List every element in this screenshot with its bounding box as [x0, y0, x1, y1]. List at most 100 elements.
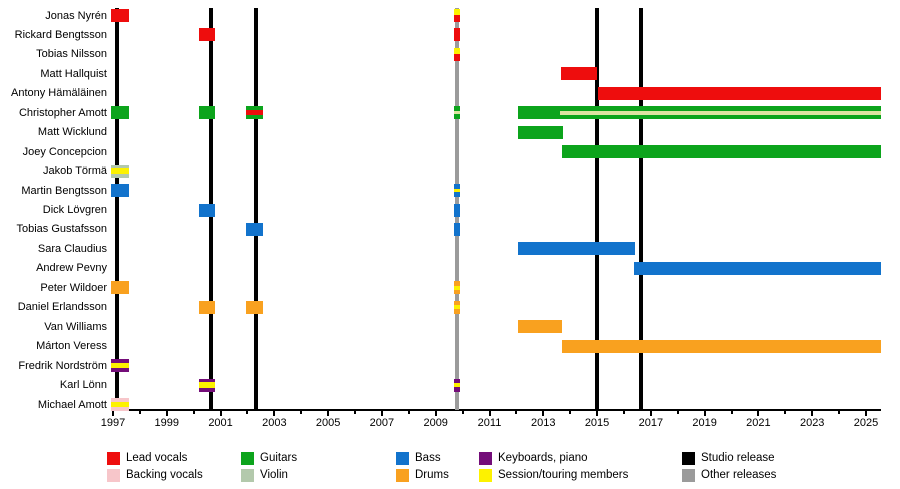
- axis-major-tick: [165, 411, 168, 416]
- tenure-bar: [111, 184, 129, 198]
- axis-major-tick: [865, 411, 867, 416]
- studio-release-line: [638, 8, 643, 410]
- role-segment: [561, 67, 598, 81]
- member-label: Tobias Gustafsson: [16, 223, 108, 236]
- role-segment: [454, 305, 460, 310]
- tenure-bar: [246, 222, 264, 236]
- axis-tick-label: 2011: [477, 417, 502, 429]
- member-label: Jakob Törmä: [43, 165, 107, 178]
- tenure-bar: [454, 9, 460, 22]
- role-segment: [246, 115, 264, 120]
- role-segment: [199, 203, 215, 217]
- role-segment: [246, 222, 264, 236]
- role-segment: [111, 406, 129, 411]
- axis-major-tick: [219, 411, 222, 416]
- role-segment: [199, 382, 215, 388]
- axis-major-tick: [488, 411, 491, 416]
- legend-label: Violin: [260, 469, 288, 481]
- role-segment: [454, 309, 460, 314]
- member-label: Michael Amott: [37, 398, 107, 411]
- role-segment: [111, 184, 129, 198]
- axis-minor-tick: [138, 411, 141, 414]
- role-segment: [111, 368, 129, 373]
- axis-tick-label: 2021: [746, 417, 771, 429]
- tenure-bar: [199, 106, 215, 120]
- legend-label: Guitars: [260, 452, 298, 464]
- tenure-bar: [199, 300, 215, 314]
- role-segment: [597, 86, 882, 100]
- legend-label: Drums: [415, 469, 449, 481]
- studio-legend-swatch: [682, 452, 695, 465]
- tenure-bar: [454, 106, 460, 120]
- tenure-bar: [111, 164, 129, 178]
- tenure-bar: [454, 281, 460, 295]
- tenure-bar: [199, 28, 215, 42]
- axis-minor-tick: [622, 411, 625, 414]
- lead-vocals-legend-swatch: [107, 452, 120, 465]
- role-segment: [111, 359, 129, 363]
- axis-minor-tick: [300, 411, 303, 414]
- studio-release-line: [254, 8, 259, 410]
- tenure-bar: [199, 378, 215, 392]
- role-segment: [518, 125, 563, 139]
- role-segment: [111, 398, 129, 403]
- axis-tick-label: 2017: [638, 417, 664, 429]
- axis-minor-tick: [515, 411, 518, 414]
- tenure-bar: [111, 9, 129, 22]
- role-segment: [454, 192, 460, 198]
- axis-major-tick: [703, 411, 706, 416]
- role-segment: [246, 106, 264, 111]
- studio-release-line: [595, 8, 600, 410]
- role-segment: [111, 281, 129, 295]
- role-segment: [246, 110, 264, 116]
- role-segment: [562, 145, 882, 159]
- tenure-bar: [454, 222, 460, 236]
- role-segment: [454, 387, 460, 392]
- tenure-bar: [246, 106, 264, 120]
- role-segment: [199, 28, 215, 42]
- tenure-bar: [518, 242, 635, 256]
- axis-tick-label: 2001: [208, 417, 233, 429]
- axis-major-tick: [542, 411, 545, 416]
- axis-tick-label: 2023: [799, 417, 825, 429]
- legend-label: Keyboards, piano: [498, 452, 588, 464]
- role-segment: [454, 382, 460, 388]
- role-segment: [111, 106, 129, 120]
- tenure-bar: [562, 145, 882, 159]
- member-label: Martin Bengtsson: [21, 184, 107, 197]
- role-segment: [454, 188, 460, 193]
- axis-major-tick: [273, 411, 276, 416]
- axis-major-tick: [327, 411, 330, 416]
- member-label: Sara Claudius: [37, 242, 107, 255]
- role-segment: [454, 14, 460, 22]
- role-segment: [454, 203, 460, 217]
- tenure-bar: [454, 184, 460, 198]
- member-label: Matt Hallquist: [40, 67, 107, 80]
- member-label: Karl Lönn: [59, 379, 107, 392]
- member-label: Márton Veress: [36, 340, 107, 353]
- role-segment: [454, 9, 460, 15]
- violin-legend-swatch: [241, 469, 254, 482]
- bass-legend-swatch: [396, 452, 409, 465]
- role-segment: [111, 168, 129, 174]
- axis-tick-label: 2009: [423, 417, 448, 429]
- tenure-bar: [454, 47, 460, 61]
- tenure-bar: [518, 320, 563, 334]
- legend-label: Backing vocals: [126, 469, 203, 481]
- role-segment: [454, 28, 460, 42]
- tenure-bar: [111, 106, 129, 120]
- role-segment: [246, 300, 264, 314]
- role-segment: [518, 242, 635, 256]
- member-label: Christopher Amott: [18, 106, 107, 119]
- axis-tick-label: 2003: [262, 417, 287, 429]
- role-segment: [454, 111, 460, 115]
- role-segment: [199, 378, 215, 383]
- member-label: Joey Concepcion: [22, 145, 107, 158]
- x-axis-line: [113, 409, 881, 411]
- role-segment: [518, 320, 563, 334]
- axis-tick-label: 2013: [531, 417, 556, 429]
- role-segment: [454, 290, 460, 295]
- tenure-bar: [246, 300, 264, 314]
- axis-major-tick: [380, 411, 383, 416]
